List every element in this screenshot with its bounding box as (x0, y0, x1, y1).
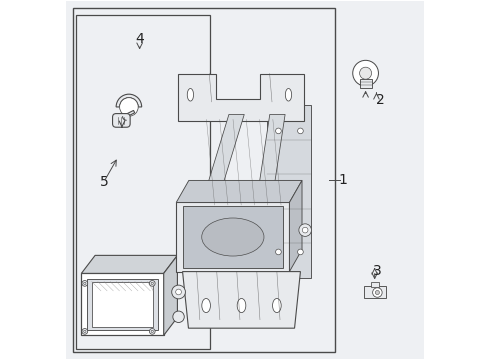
Circle shape (149, 329, 155, 334)
FancyBboxPatch shape (113, 114, 130, 127)
Ellipse shape (202, 298, 211, 312)
Circle shape (275, 128, 281, 134)
Ellipse shape (202, 218, 264, 256)
Text: 1: 1 (339, 173, 348, 187)
Ellipse shape (237, 298, 246, 312)
Bar (183, 206, 283, 268)
Circle shape (299, 224, 312, 237)
Circle shape (172, 285, 185, 299)
Text: 2: 2 (376, 93, 385, 107)
Wedge shape (116, 94, 142, 107)
Ellipse shape (187, 89, 194, 101)
Polygon shape (254, 114, 285, 215)
Circle shape (375, 291, 379, 294)
Circle shape (176, 289, 181, 295)
Polygon shape (198, 114, 244, 215)
Bar (73, 8, 335, 352)
Ellipse shape (285, 89, 292, 101)
Circle shape (302, 227, 308, 233)
Bar (268, 105, 312, 278)
Circle shape (82, 280, 88, 286)
Circle shape (353, 60, 378, 86)
Polygon shape (81, 255, 177, 273)
Polygon shape (183, 271, 300, 328)
Polygon shape (164, 255, 177, 336)
Bar (360, 79, 371, 88)
Circle shape (360, 67, 371, 79)
Bar (370, 282, 379, 287)
Text: 4: 4 (135, 32, 144, 46)
Bar (176, 202, 290, 271)
Circle shape (173, 311, 184, 323)
Bar (87, 279, 158, 330)
Polygon shape (176, 180, 302, 202)
Circle shape (297, 249, 303, 255)
Circle shape (297, 128, 303, 134)
Circle shape (82, 329, 88, 334)
Polygon shape (178, 73, 304, 121)
Bar (81, 273, 164, 336)
Bar (76, 15, 210, 348)
Circle shape (120, 98, 138, 116)
Text: 3: 3 (373, 264, 382, 278)
Circle shape (275, 249, 281, 255)
Text: 5: 5 (99, 175, 108, 189)
Circle shape (372, 288, 382, 297)
Circle shape (149, 280, 155, 286)
Bar (92, 282, 153, 327)
Bar (364, 286, 386, 298)
Polygon shape (290, 180, 302, 271)
Polygon shape (126, 111, 135, 116)
Ellipse shape (272, 298, 281, 312)
